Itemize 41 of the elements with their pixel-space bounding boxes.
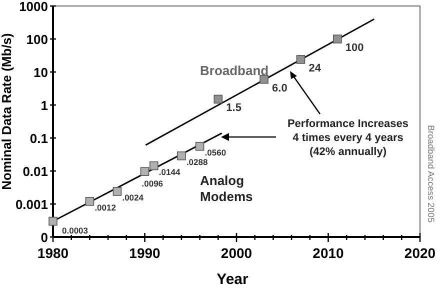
series-label: Broadband [200, 63, 269, 78]
point [195, 142, 204, 151]
point [112, 187, 122, 196]
y-tick-label: 100 [26, 32, 48, 47]
y-axis-title: Nominal Data Rate (Mb/s) [0, 33, 14, 190]
data-label: 0.0003 [62, 225, 88, 236]
point [296, 55, 306, 64]
data-label: .0288 [186, 156, 208, 167]
y-tick-label: 0 [40, 230, 48, 245]
series-label: Analog Modems [200, 173, 253, 204]
data-label: .0024 [122, 192, 144, 202]
point [48, 216, 58, 226]
point [214, 94, 223, 104]
y-tick-label: 0.1 [30, 131, 48, 146]
point [85, 196, 94, 206]
data-label: 1.5 [226, 102, 242, 114]
x-tick-label: 2010 [312, 245, 344, 261]
x-tick-label: 2020 [404, 245, 436, 261]
point [177, 151, 186, 160]
data-label: .0012 [94, 202, 116, 212]
text: Broadband Access 2005 [426, 125, 436, 223]
point [333, 34, 342, 44]
point [140, 167, 150, 176]
data-label: 100 [345, 42, 364, 54]
y-tick-label: 0.001 [15, 197, 48, 212]
y-tick-label: 1000 [19, 0, 48, 14]
y-tick-label: 1 [40, 98, 48, 113]
y-tick-label: 10 [34, 65, 48, 80]
x-tick-label: 1980 [37, 245, 69, 261]
x-tick-label: 1990 [129, 245, 161, 261]
data-label: 6.0 [272, 82, 288, 94]
point [150, 161, 158, 170]
data-label: 24 [308, 62, 322, 74]
x-tick-label: 2000 [220, 245, 252, 261]
x-axis-title: Year [216, 271, 249, 288]
annotation: Performance Increases 4 times every 4 years (42% annually) [287, 118, 409, 158]
data-label: .0096 [142, 178, 164, 189]
data-label: .0560 [204, 147, 226, 158]
y-tick-label: 0.01 [22, 164, 48, 179]
data-label: .0144 [158, 166, 180, 177]
point [260, 74, 268, 84]
